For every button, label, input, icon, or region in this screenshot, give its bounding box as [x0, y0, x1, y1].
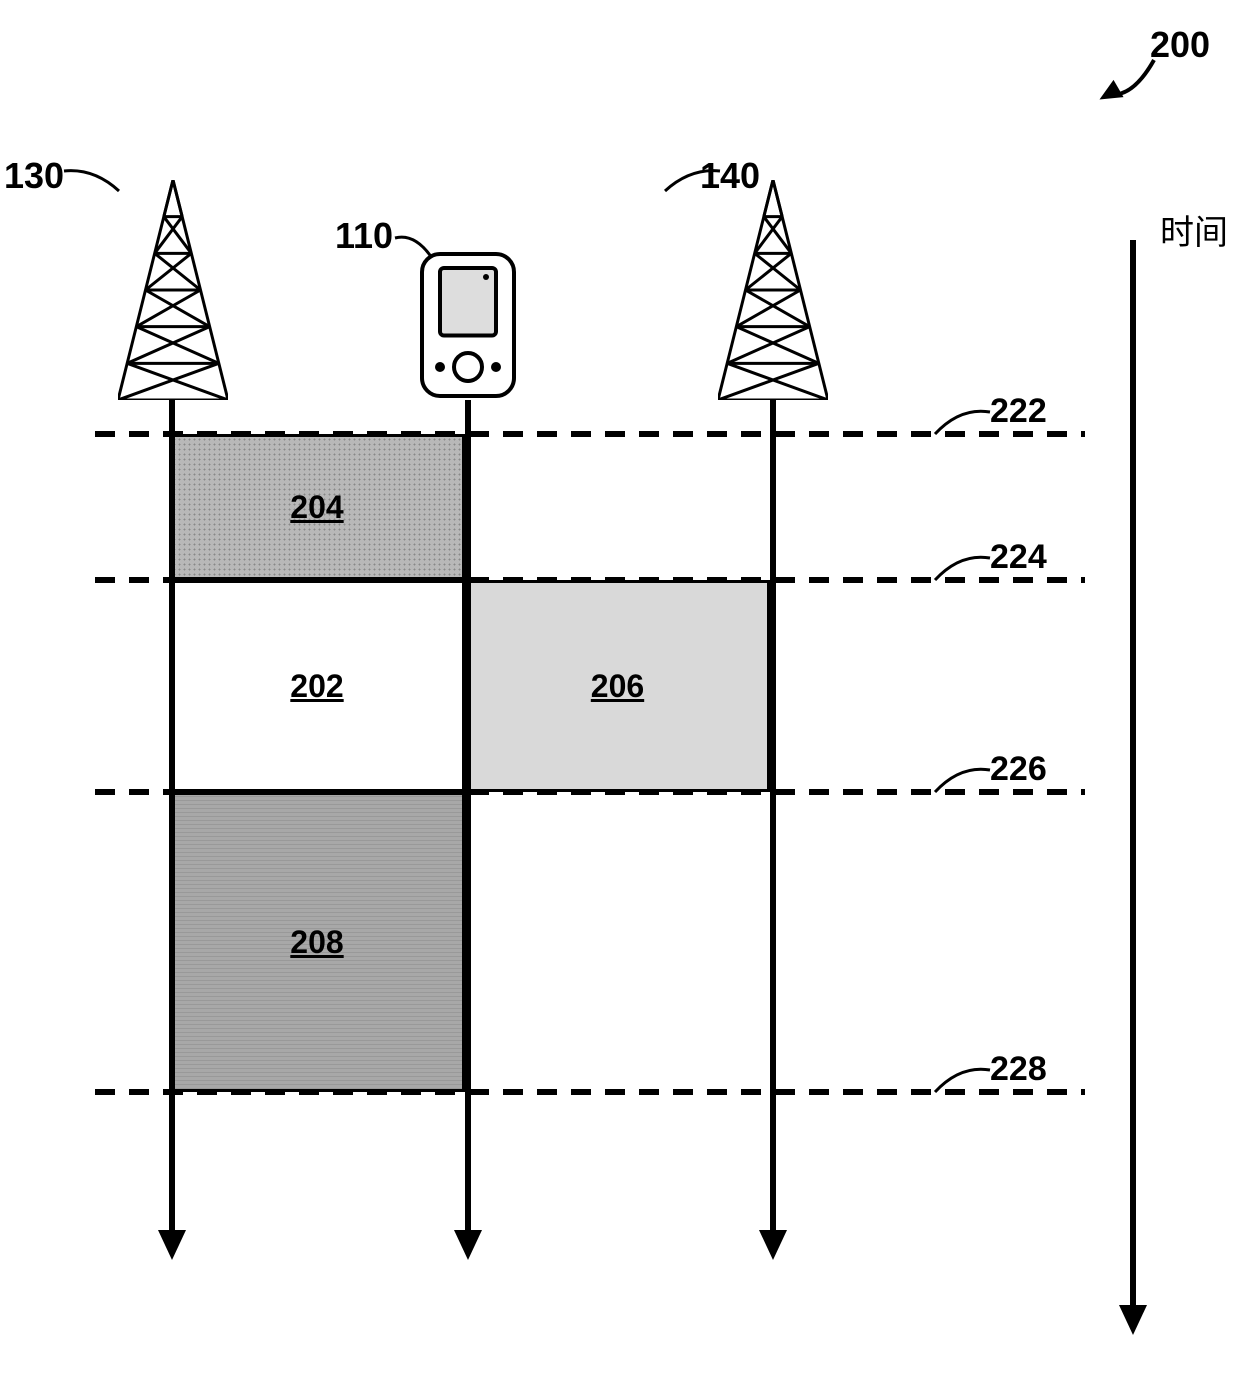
timeline-device-arrow [454, 1230, 482, 1260]
dash-label-224: 224 [990, 538, 1047, 577]
timeline-left-arrow [158, 1230, 186, 1260]
time-axis [1130, 240, 1136, 1305]
leader-130 [59, 163, 129, 203]
dash-label-226: 226 [990, 750, 1047, 789]
region-202: 202 [169, 580, 465, 792]
ref-130: 130 [4, 155, 64, 197]
diagram-canvas: 204202206208222224226228 130 140 110200 … [0, 0, 1240, 1377]
timeline-left [169, 400, 175, 1230]
dash-label-228: 228 [990, 1050, 1047, 1089]
tower-icon [718, 180, 828, 400]
region-label-202: 202 [290, 668, 343, 705]
leader-110 [390, 233, 440, 268]
time-label: 时间 [1160, 205, 1228, 254]
region-label-204: 204 [290, 489, 343, 526]
timeline-right [770, 400, 776, 1230]
region-204: 204 [169, 434, 465, 580]
device-icon [418, 250, 518, 400]
dash-label-222: 222 [990, 392, 1047, 431]
region-label-206: 206 [591, 668, 644, 705]
timeline-right-arrow [759, 1230, 787, 1260]
region-208: 208 [169, 792, 465, 1092]
tower-icon [118, 180, 228, 400]
region-206: 206 [465, 580, 770, 792]
time-axis-arrow [1119, 1305, 1147, 1335]
region-label-208: 208 [290, 924, 343, 961]
ref-110: 110 [335, 215, 393, 257]
timeline-device [465, 400, 471, 1230]
leader-140 [660, 163, 730, 203]
